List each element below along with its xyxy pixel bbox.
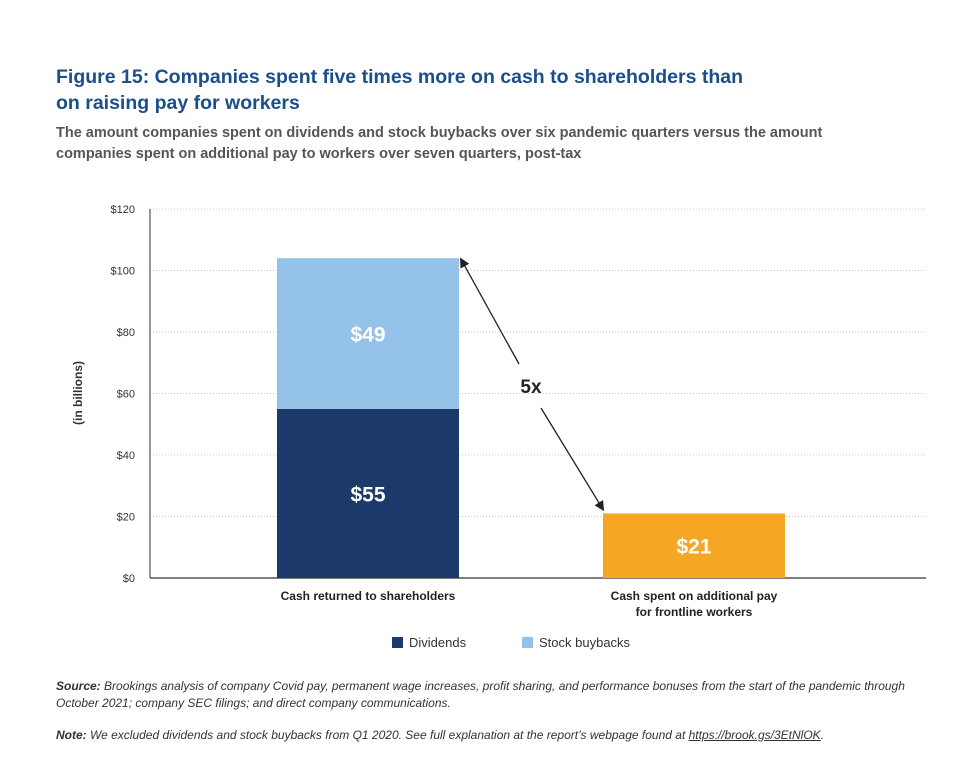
y-tick-label: $60 bbox=[117, 389, 135, 401]
bar-segment bbox=[603, 513, 785, 578]
data-label: $21 bbox=[676, 536, 711, 559]
x-category-label: Cash returned to shareholders bbox=[281, 589, 456, 603]
y-tick-label: $80 bbox=[117, 327, 135, 339]
y-tick-label: $0 bbox=[123, 573, 135, 585]
x-category-label: Cash spent on additional pay bbox=[611, 589, 778, 603]
bar-segment bbox=[277, 258, 459, 409]
arrow-upper bbox=[460, 257, 520, 365]
arrow-lower bbox=[540, 407, 605, 512]
data-label: $49 bbox=[350, 324, 385, 347]
legend-label: Dividends bbox=[409, 635, 467, 650]
chart-title: Figure 15: Companies spent five times mo… bbox=[56, 64, 816, 116]
note-end: . bbox=[820, 728, 825, 742]
y-tick-label: $40 bbox=[117, 450, 135, 462]
y-tick-label: $120 bbox=[111, 204, 135, 216]
data-label: $55 bbox=[350, 483, 385, 506]
chart-subtitle: The amount companies spent on dividends … bbox=[56, 123, 936, 165]
source-note: Source: Brookings analysis of company Co… bbox=[56, 678, 936, 712]
source-label: Source: bbox=[56, 679, 101, 693]
report-link[interactable]: https://brook.gs/3EtNlOK bbox=[688, 728, 821, 742]
footnote: Note: We excluded dividends and stock bu… bbox=[56, 727, 936, 744]
chart-title-line-1: Figure 15: Companies spent five times mo… bbox=[56, 66, 744, 88]
y-axis-label: (in billions) bbox=[71, 361, 85, 425]
ratio-annotation: 5x bbox=[520, 377, 542, 398]
note-text: We excluded dividends and stock buybacks… bbox=[86, 728, 689, 742]
legend-swatch bbox=[392, 637, 403, 648]
legend-label: Stock buybacks bbox=[539, 635, 631, 650]
bar-segment bbox=[277, 408, 459, 578]
y-tick-label: $20 bbox=[117, 512, 135, 524]
y-tick-label: $100 bbox=[111, 266, 135, 278]
source-text: Brookings analysis of company Covid pay,… bbox=[56, 679, 905, 710]
note-label: Note: bbox=[56, 728, 87, 742]
x-category-label: for frontline workers bbox=[636, 605, 753, 619]
chart-subtitle-line-1: The amount companies spent on dividends … bbox=[56, 125, 823, 141]
chart-title-line-2: on raising pay for workers bbox=[56, 92, 300, 114]
chart-subtitle-line-2: companies spent on additional pay to wor… bbox=[56, 146, 582, 162]
legend-swatch bbox=[522, 637, 533, 648]
